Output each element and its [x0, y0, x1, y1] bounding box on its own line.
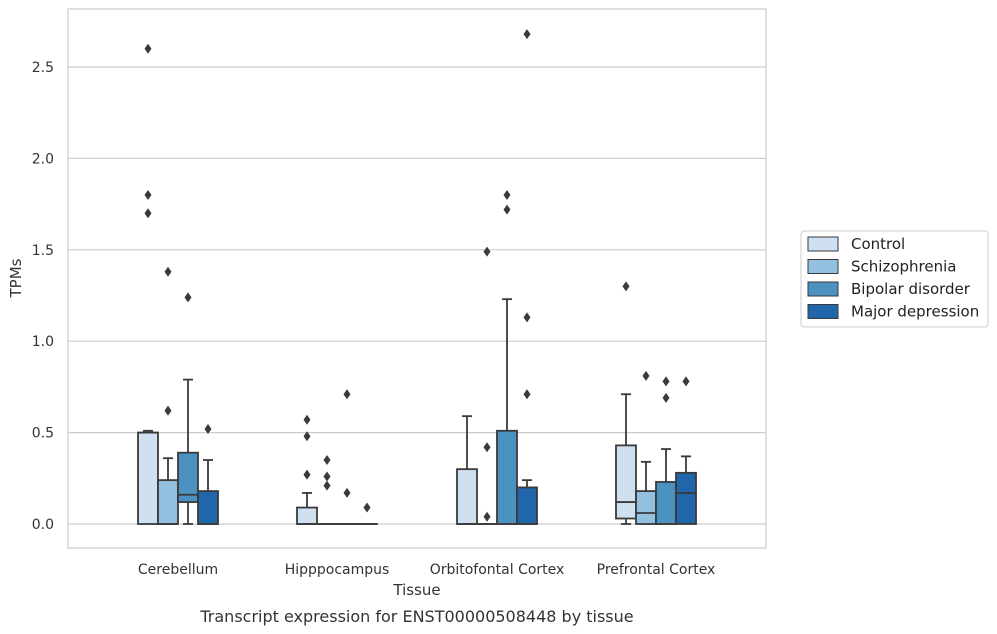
outlier-point — [323, 480, 331, 491]
box — [157, 479, 179, 525]
outlier-point — [483, 511, 491, 522]
y-tick-label: 0.5 — [32, 426, 54, 442]
legend-label: Bipolar disorder — [851, 280, 971, 298]
legend-frame — [800, 230, 989, 328]
box — [516, 486, 538, 525]
box-group — [496, 189, 518, 525]
box-group — [157, 266, 179, 525]
y-tick-label: 1.5 — [32, 243, 54, 259]
gridlines — [68, 66, 766, 525]
box — [635, 490, 657, 525]
box-group — [336, 389, 358, 525]
outlier-point — [622, 281, 630, 292]
box-group — [137, 43, 159, 525]
outlier-point — [303, 469, 311, 480]
outlier-point — [184, 292, 192, 303]
box-group — [675, 376, 697, 525]
box — [496, 429, 518, 525]
legend: Control Schizophrenia Bipolar disorder Majo… — [800, 230, 989, 328]
outlier-point — [642, 370, 650, 381]
x-axis-label: Tissue — [392, 581, 440, 599]
outlier-point — [662, 392, 670, 403]
box — [137, 431, 159, 525]
outlier-point — [164, 405, 172, 416]
outlier-point — [343, 487, 351, 498]
outlier-point — [662, 376, 670, 387]
box-group — [356, 502, 378, 525]
legend-swatch — [807, 259, 839, 274]
outlier-point — [483, 246, 491, 257]
box-group — [516, 29, 538, 525]
legend-swatch — [807, 281, 839, 297]
box — [197, 490, 219, 525]
outlier-point — [523, 312, 531, 323]
box — [675, 471, 697, 525]
outlier-point — [343, 389, 351, 400]
box-group — [635, 370, 657, 525]
legend-label: Schizophrenia — [851, 258, 956, 276]
outlier-point — [323, 455, 331, 466]
box — [296, 506, 318, 525]
x-tick-labels: Cerebellum Hipppocampus Orbitofontal Corte… — [138, 562, 715, 578]
box — [177, 451, 199, 503]
outlier-point — [682, 376, 690, 387]
y-tick-label: 1.0 — [32, 334, 54, 350]
box-group — [296, 414, 318, 525]
box-group — [615, 281, 637, 525]
box — [655, 481, 677, 525]
outlier-point — [144, 43, 152, 54]
box-group — [655, 376, 677, 525]
outlier-point — [323, 471, 331, 482]
legend-label: Major depression — [851, 303, 979, 321]
box-group — [197, 423, 219, 525]
y-tick-label: 2.5 — [32, 60, 54, 76]
x-tick-label: Hipppocampus — [285, 562, 390, 578]
x-tick-label: Cerebellum — [138, 562, 218, 578]
outlier-point — [303, 414, 311, 425]
outlier-point — [303, 431, 311, 442]
box — [615, 444, 637, 520]
y-tick-labels: 0.0 0.5 1.0 1.5 2.0 2.5 — [32, 60, 54, 533]
y-tick-label: 2.0 — [32, 151, 54, 167]
box-group — [316, 455, 338, 525]
box-group — [456, 415, 478, 525]
outlier-point — [204, 423, 212, 434]
outlier-point — [523, 29, 531, 40]
outlier-point — [503, 189, 511, 200]
outlier-point — [144, 189, 152, 200]
legend-swatch — [807, 236, 839, 252]
chart-caption: Transcript expression for ENST0000050844… — [199, 607, 633, 626]
y-tick-label: 0.0 — [32, 517, 54, 533]
plot-area — [137, 29, 697, 525]
legend-swatch — [807, 304, 839, 319]
outlier-point — [503, 204, 511, 215]
outlier-point — [523, 389, 531, 400]
outlier-point — [144, 208, 152, 219]
legend-label: Control — [851, 235, 905, 253]
x-tick-label: Prefrontal Cortex — [597, 562, 716, 578]
y-axis-label: TPMs — [7, 258, 25, 298]
outlier-point — [363, 502, 371, 513]
box-group — [476, 246, 498, 525]
box-group — [177, 292, 199, 525]
outlier-point — [164, 266, 172, 277]
box — [456, 468, 478, 525]
outlier-point — [483, 442, 491, 453]
x-tick-label: Orbitofontal Cortex — [430, 562, 565, 578]
plot-frame — [67, 8, 767, 549]
